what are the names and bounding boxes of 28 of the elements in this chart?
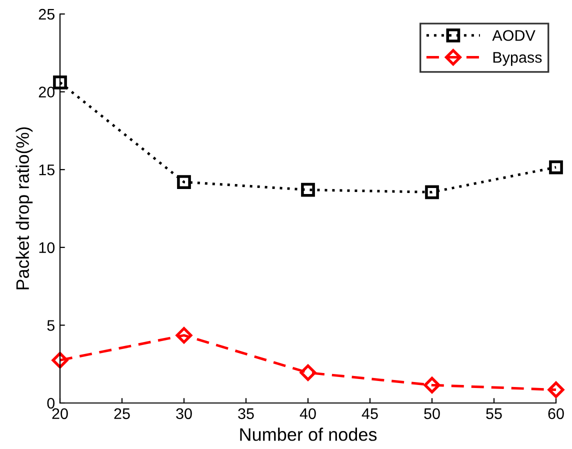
point	[177, 175, 191, 189]
point	[425, 185, 439, 200]
point	[301, 182, 315, 197]
x-tick-label: 60	[548, 408, 564, 420]
legend-label: Bypass	[493, 52, 542, 66]
x-tick-label: 35	[238, 408, 254, 420]
y-tick-label: 10	[39, 242, 55, 254]
x-tick-label: 45	[362, 408, 378, 420]
x-tick-label: 50	[424, 408, 440, 420]
point	[424, 376, 440, 394]
y-tick-label: 25	[38, 8, 54, 20]
point	[548, 382, 564, 398]
point	[53, 76, 67, 90]
y-tick-label: 15	[39, 164, 54, 176]
x-axis-title: Number of nodes	[240, 428, 377, 441]
legend-label: AODV	[492, 30, 536, 41]
x-tick-label: 30	[176, 408, 192, 420]
point	[549, 160, 563, 174]
x-tick-label: 25	[114, 408, 130, 420]
y-axis-title: Packet drop ratio(%)	[16, 127, 33, 290]
x-tick-label: 55	[486, 408, 502, 420]
y-tick-label: 5	[47, 320, 54, 331]
point	[176, 327, 192, 344]
y-tick-label: 0	[47, 398, 55, 409]
y-tick-label: 20	[38, 86, 55, 98]
point	[300, 364, 316, 381]
point	[52, 352, 68, 368]
x-tick-label: 40	[300, 408, 316, 420]
